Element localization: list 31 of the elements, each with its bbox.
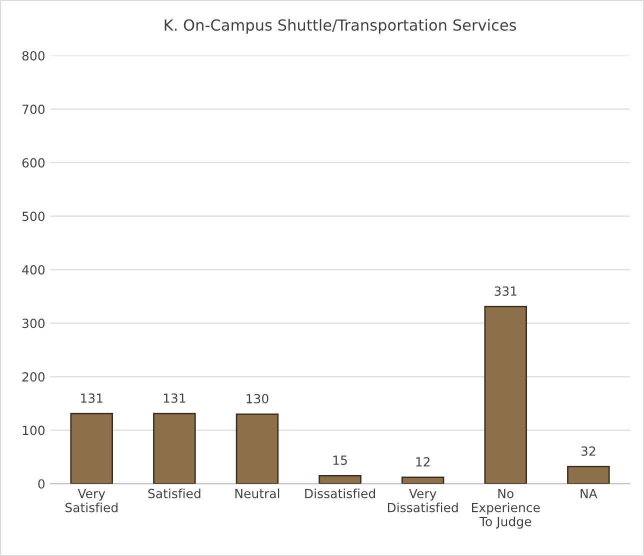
chart-title: K. On-Campus Shuttle/Transportation Services (164, 18, 516, 34)
y-tick-label: 800 (22, 51, 45, 61)
y-tick-label: 0 (38, 479, 45, 489)
x-tick-label: Very Satisfied (65, 488, 118, 512)
bar (401, 476, 444, 484)
data-label: 32 (581, 446, 596, 456)
y-tick-label: 400 (22, 265, 45, 275)
x-tick-label: Very Dissatisfied (388, 488, 458, 512)
x-tick-label: Satisfied (148, 488, 200, 498)
y-tick-label: 700 (22, 104, 45, 114)
data-label: 331 (494, 286, 516, 296)
x-tick-label: NA (580, 488, 598, 498)
y-tick-label: 300 (22, 318, 45, 328)
bar (153, 412, 196, 484)
data-label: 131 (164, 393, 186, 403)
y-tick-label: 200 (22, 372, 45, 382)
bar (484, 306, 528, 484)
data-label: 131 (81, 393, 102, 403)
data-label: 12 (416, 457, 430, 466)
x-tick-label: Dissatisfied (305, 488, 375, 498)
data-label: 130 (246, 394, 268, 404)
y-tick-label: 500 (22, 212, 45, 222)
y-tick-label: 600 (22, 158, 45, 168)
data-label: 15 (333, 456, 347, 465)
y-tick-label: 100 (22, 426, 45, 436)
bar (567, 466, 610, 484)
bar (236, 413, 279, 484)
x-tick-label: Neutral (235, 488, 280, 498)
bar (70, 412, 114, 484)
x-tick-label: No Experience To Judge (472, 488, 540, 529)
bar (318, 475, 362, 484)
